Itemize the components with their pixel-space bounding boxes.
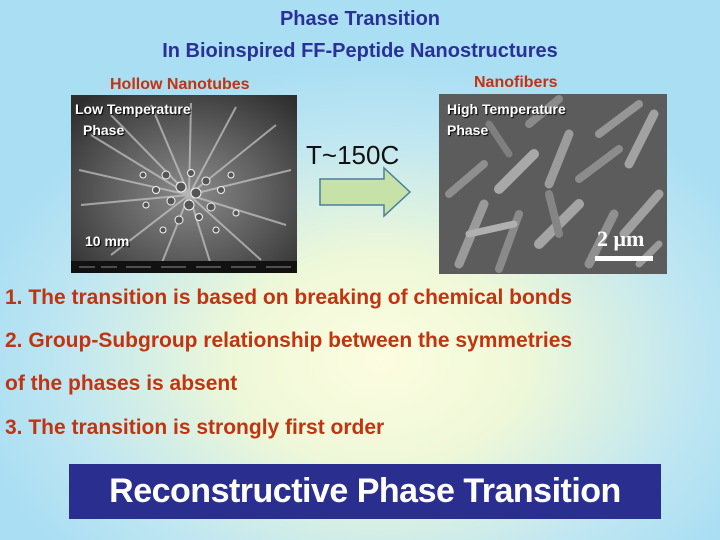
- right-phase-label-2: Phase: [447, 122, 489, 138]
- left-scale-bar-label: 10 mm: [85, 233, 130, 249]
- left-phase-label: Low Temperature: [75, 101, 191, 117]
- right-phase-label: High Temperature: [447, 101, 566, 117]
- point-2-continued: of the phases is absent: [5, 372, 238, 395]
- transition-temperature: T~150C: [306, 140, 400, 170]
- nanotubes-image: Low Temperature Phase 10 mm: [71, 95, 297, 273]
- left-caption: Hollow Nanotubes: [110, 76, 250, 93]
- slide-subtitle: In Bioinspired FF-Peptide Nanostructures: [162, 40, 558, 62]
- point-1: 1. The transition is based on breaking o…: [5, 286, 573, 309]
- nanofibers-image: High Temperature Phase 2 μm: [439, 94, 667, 274]
- slide-title: Phase Transition: [279, 8, 441, 30]
- right-scale-bar-label: 2 μm: [597, 226, 645, 251]
- left-phase-label-2: Phase: [83, 122, 125, 138]
- conclusion-banner: Reconstructive Phase Transition: [69, 464, 661, 519]
- right-caption: Nanofibers: [474, 74, 558, 91]
- transition-arrow-icon: [319, 166, 412, 218]
- point-2: 2. Group-Subgroup relationship between t…: [5, 329, 573, 352]
- point-3: 3. The transition is strongly first orde…: [5, 416, 385, 439]
